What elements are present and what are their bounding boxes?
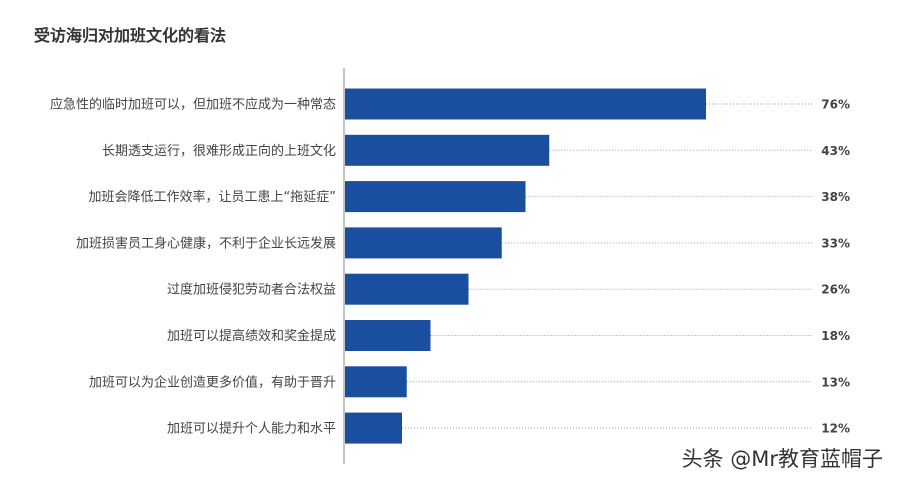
- value-label: 13%: [821, 375, 850, 389]
- category-label: 加班可以为企业创造更多价值，有助于晋升: [89, 374, 336, 390]
- bar: [345, 134, 550, 166]
- category-label: 过度加班侵犯劳动者合法权益: [167, 282, 336, 298]
- category-label: 加班可以提高绩效和奖金提成: [167, 328, 336, 344]
- bar: [345, 412, 402, 444]
- bar: [345, 181, 526, 213]
- watermark: 头条 @Mr教育蓝帽子: [681, 447, 883, 471]
- value-label: 18%: [821, 329, 850, 343]
- value-label: 43%: [821, 144, 850, 158]
- bar: [345, 273, 469, 305]
- bar: [345, 88, 706, 120]
- bar: [345, 320, 431, 351]
- category-label: 加班可以提升个人能力和水平: [167, 421, 336, 437]
- value-label: 76%: [821, 98, 850, 112]
- value-label: 33%: [821, 236, 850, 250]
- category-label: 加班损害员工身心健康，不利于企业长远发展: [76, 235, 336, 251]
- category-label: 长期透支运行，很难形成正向的上班文化: [102, 143, 336, 159]
- bar: [345, 227, 502, 259]
- value-label: 26%: [821, 283, 850, 297]
- bar: [345, 366, 407, 398]
- value-label: 12%: [821, 422, 850, 436]
- value-label: 38%: [821, 190, 850, 204]
- category-label: 加班会降低工作效率，让员工患上“拖延症”: [89, 189, 336, 205]
- chart-title: 受访海归对加班文化的看法: [34, 26, 227, 45]
- category-label: 应急性的临时加班可以，但加班不应成为一种常态: [50, 97, 336, 113]
